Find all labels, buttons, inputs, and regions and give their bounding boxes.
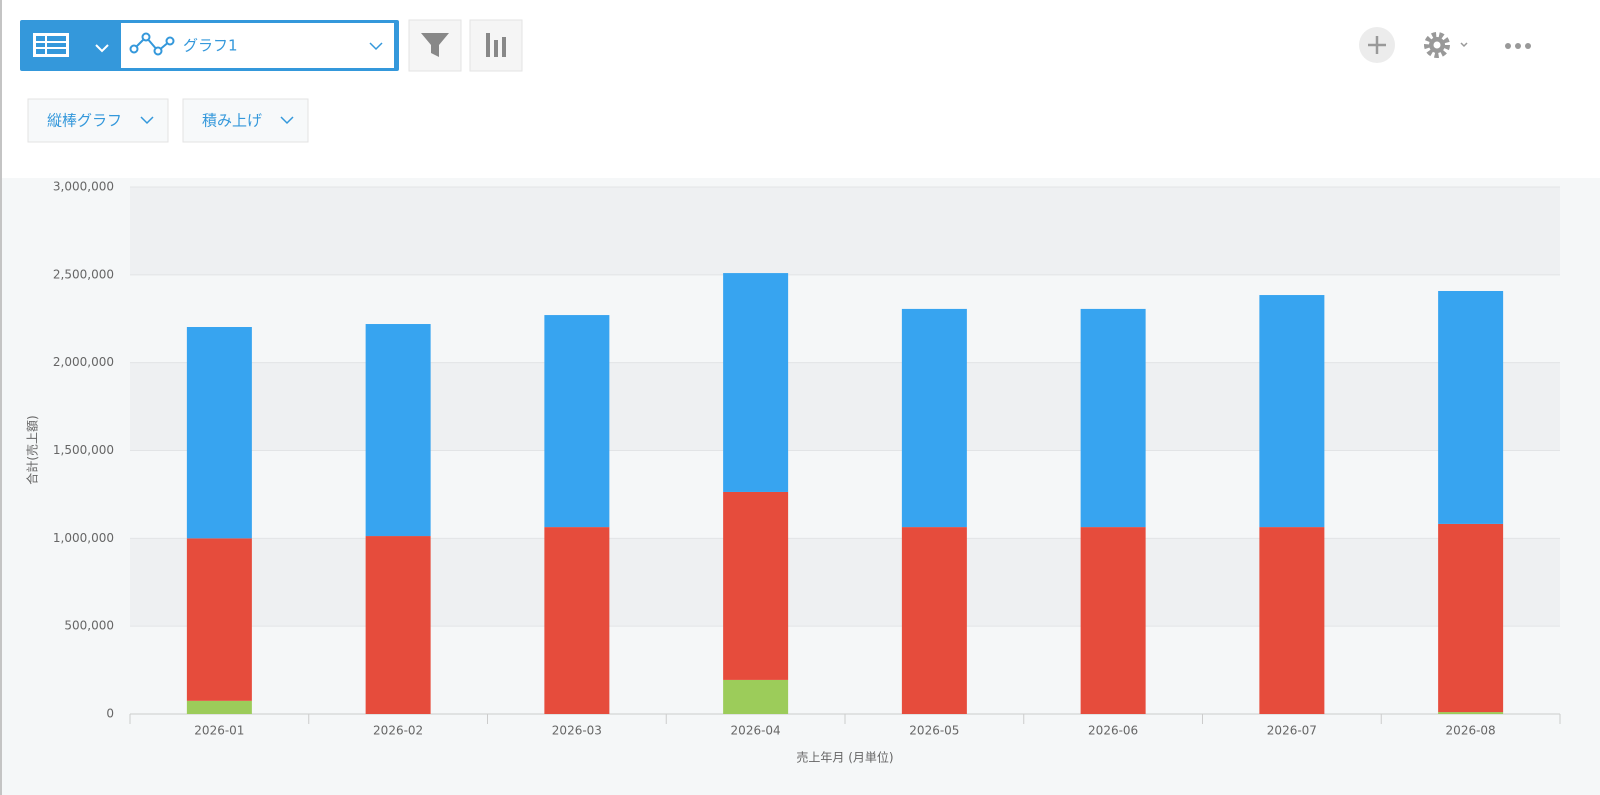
- y-tick-label: 2,000,000: [53, 355, 114, 369]
- bar-segment: [544, 315, 610, 528]
- x-tick-label: 2026-03: [552, 724, 602, 738]
- plus-icon: [1368, 36, 1386, 54]
- y-tick-label: 1,000,000: [53, 531, 114, 545]
- x-tick-label: 2026-01: [194, 724, 244, 738]
- chart-type-select[interactable]: [27, 98, 169, 143]
- bar-segment: [1259, 527, 1325, 714]
- filter-icon: [421, 33, 449, 57]
- dropdown-arrow[interactable]: [280, 116, 294, 125]
- bar-segment: [186, 700, 252, 714]
- bar-segment: [1259, 295, 1325, 528]
- chart-type: 縦棒グラフ: [47, 112, 122, 130]
- dropdown-arrow[interactable]: [369, 42, 383, 51]
- bar-segment: [723, 679, 789, 714]
- x-tick-label: 2026-02: [373, 724, 423, 738]
- bar-segment: [186, 538, 252, 701]
- chart-area: [2, 178, 1600, 795]
- more-button[interactable]: [1505, 43, 1531, 49]
- settings-button[interactable]: [1424, 32, 1468, 58]
- x-tick-label: 2026-06: [1088, 724, 1138, 738]
- y-tick-label: 500,000: [64, 619, 114, 633]
- x-tick-label: 2026-08: [1446, 724, 1496, 738]
- y-tick-label: 1,500,000: [53, 443, 114, 457]
- bar-segment: [723, 491, 789, 680]
- y-axis-label: 合計(売上額): [25, 415, 40, 484]
- dropdown-arrow[interactable]: [140, 116, 154, 125]
- dropdown-arrow[interactable]: [95, 44, 109, 53]
- x-tick-label: 2026-04: [731, 724, 781, 738]
- bar-segment: [901, 527, 967, 714]
- x-axis-label: 売上年月 (月単位): [796, 750, 893, 765]
- x-tick-label: 2026-07: [1267, 724, 1317, 738]
- bar-segment: [1438, 523, 1504, 713]
- grid-band: [130, 538, 1560, 627]
- bar-segment: [365, 324, 431, 537]
- bar-icon: [486, 33, 506, 57]
- line-chart-icon: [129, 32, 175, 56]
- bar-segment: [1438, 290, 1504, 524]
- bar-segment: [544, 527, 610, 714]
- y-tick-label: 0: [106, 707, 114, 721]
- bar-segment: [723, 273, 789, 492]
- stack-mode: 積み上げ: [202, 112, 262, 130]
- bar-segment: [901, 308, 967, 528]
- graph-select[interactable]: [121, 23, 394, 68]
- table-icon: [33, 33, 69, 57]
- grid-band: [130, 362, 1560, 451]
- grid-band: [130, 187, 1560, 275]
- bar-segment: [186, 327, 252, 539]
- bar-segment: [1080, 308, 1146, 528]
- y-tick-label: 2,500,000: [53, 267, 114, 281]
- stack-mode-select[interactable]: [182, 98, 309, 143]
- bar-segment: [1438, 712, 1504, 714]
- x-tick-label: 2026-05: [909, 724, 959, 738]
- view-name: グラフ1: [183, 37, 238, 55]
- bar-segment: [365, 536, 431, 714]
- bar-segment: [1080, 527, 1146, 714]
- y-tick-label: 3,000,000: [53, 180, 114, 194]
